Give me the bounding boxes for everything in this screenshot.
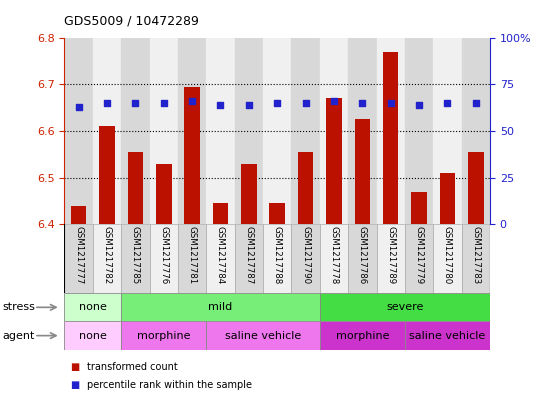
Bar bbox=[405, 321, 490, 350]
Bar bbox=[383, 52, 399, 224]
Bar bbox=[320, 321, 405, 350]
Bar bbox=[206, 321, 320, 350]
Bar bbox=[354, 119, 370, 224]
Text: GSM1217781: GSM1217781 bbox=[188, 226, 197, 285]
Bar bbox=[320, 293, 490, 321]
Text: morphine: morphine bbox=[137, 331, 190, 341]
Bar bbox=[348, 38, 376, 224]
Text: agent: agent bbox=[2, 331, 35, 341]
Text: mild: mild bbox=[208, 302, 232, 312]
Text: saline vehicle: saline vehicle bbox=[409, 331, 486, 341]
Text: ■: ■ bbox=[70, 380, 80, 390]
Point bbox=[244, 102, 253, 108]
Point bbox=[472, 100, 480, 106]
Text: GSM1217783: GSM1217783 bbox=[472, 226, 480, 285]
Point bbox=[273, 100, 282, 106]
Point bbox=[358, 100, 367, 106]
Bar bbox=[71, 206, 86, 224]
Bar bbox=[320, 38, 348, 224]
Text: none: none bbox=[79, 331, 107, 341]
Bar bbox=[128, 152, 143, 224]
Bar bbox=[376, 224, 405, 293]
Text: GSM1217786: GSM1217786 bbox=[358, 226, 367, 285]
Bar bbox=[411, 192, 427, 224]
Bar bbox=[235, 38, 263, 224]
Bar bbox=[405, 38, 433, 224]
Bar bbox=[376, 38, 405, 224]
Point bbox=[216, 102, 225, 108]
Text: GDS5009 / 10472289: GDS5009 / 10472289 bbox=[64, 15, 199, 28]
Point bbox=[414, 102, 423, 108]
Point bbox=[188, 98, 197, 105]
Bar bbox=[433, 38, 461, 224]
Point bbox=[159, 100, 168, 106]
Bar bbox=[348, 224, 376, 293]
Bar bbox=[64, 293, 121, 321]
Bar bbox=[433, 224, 461, 293]
Bar bbox=[405, 224, 433, 293]
Text: GSM1217787: GSM1217787 bbox=[244, 226, 253, 285]
Bar bbox=[64, 224, 93, 293]
Text: severe: severe bbox=[386, 302, 423, 312]
Text: stress: stress bbox=[2, 302, 35, 312]
Bar bbox=[461, 224, 490, 293]
Bar bbox=[241, 164, 256, 224]
Point bbox=[74, 104, 83, 110]
Text: GSM1217776: GSM1217776 bbox=[159, 226, 168, 285]
Bar bbox=[468, 152, 484, 224]
Point bbox=[102, 100, 111, 106]
Bar bbox=[326, 98, 342, 224]
Bar bbox=[150, 38, 178, 224]
Text: GSM1217788: GSM1217788 bbox=[273, 226, 282, 285]
Bar bbox=[121, 293, 320, 321]
Bar bbox=[235, 224, 263, 293]
Bar bbox=[263, 38, 291, 224]
Bar bbox=[150, 224, 178, 293]
Text: ■: ■ bbox=[70, 362, 80, 372]
Point bbox=[329, 98, 338, 105]
Bar bbox=[121, 321, 206, 350]
Bar bbox=[263, 224, 291, 293]
Point bbox=[386, 100, 395, 106]
Point bbox=[301, 100, 310, 106]
Bar bbox=[298, 152, 314, 224]
Text: none: none bbox=[79, 302, 107, 312]
Text: GSM1217778: GSM1217778 bbox=[329, 226, 338, 285]
Point bbox=[443, 100, 452, 106]
Bar bbox=[64, 321, 121, 350]
Bar bbox=[121, 224, 150, 293]
Bar bbox=[184, 87, 200, 224]
Bar bbox=[121, 38, 150, 224]
Text: percentile rank within the sample: percentile rank within the sample bbox=[87, 380, 252, 390]
Bar bbox=[213, 204, 228, 224]
Text: GSM1217785: GSM1217785 bbox=[131, 226, 140, 285]
Text: GSM1217780: GSM1217780 bbox=[443, 226, 452, 285]
Bar bbox=[206, 224, 235, 293]
Bar bbox=[440, 173, 455, 224]
Text: GSM1217777: GSM1217777 bbox=[74, 226, 83, 285]
Bar bbox=[99, 127, 115, 224]
Text: saline vehicle: saline vehicle bbox=[225, 331, 301, 341]
Text: GSM1217789: GSM1217789 bbox=[386, 226, 395, 285]
Text: GSM1217790: GSM1217790 bbox=[301, 226, 310, 285]
Bar bbox=[93, 38, 121, 224]
Bar bbox=[64, 38, 93, 224]
Bar bbox=[269, 204, 285, 224]
Bar bbox=[291, 38, 320, 224]
Text: transformed count: transformed count bbox=[87, 362, 178, 372]
Bar bbox=[206, 38, 235, 224]
Bar bbox=[320, 224, 348, 293]
Bar bbox=[93, 224, 121, 293]
Bar bbox=[178, 224, 206, 293]
Text: morphine: morphine bbox=[335, 331, 389, 341]
Point bbox=[131, 100, 140, 106]
Bar bbox=[461, 38, 490, 224]
Bar bbox=[156, 164, 171, 224]
Text: GSM1217784: GSM1217784 bbox=[216, 226, 225, 285]
Text: GSM1217782: GSM1217782 bbox=[102, 226, 111, 285]
Text: GSM1217779: GSM1217779 bbox=[414, 226, 423, 285]
Bar bbox=[178, 38, 206, 224]
Bar bbox=[291, 224, 320, 293]
